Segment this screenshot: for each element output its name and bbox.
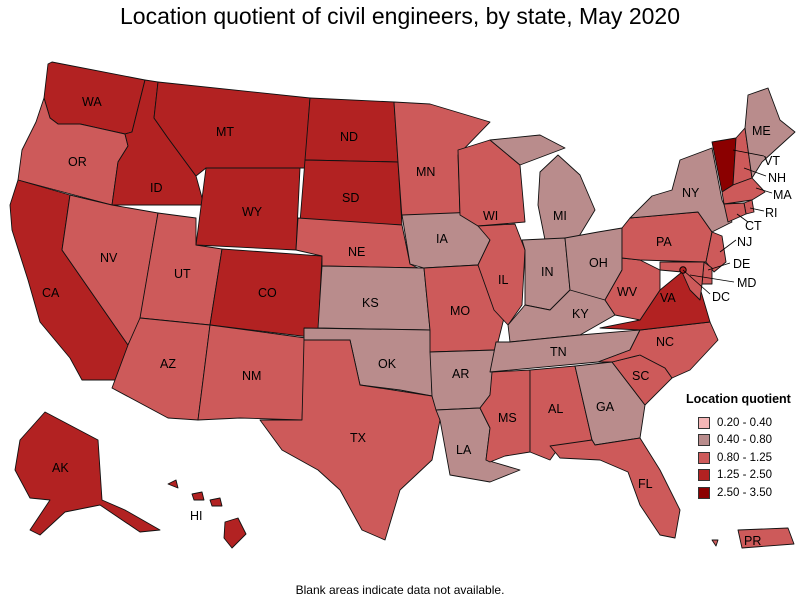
state-labels: WA OR CA ID NV UT AZ MT WY CO NM ND SD N… [42, 95, 792, 548]
legend-item: 2.50 - 3.50 [686, 484, 798, 502]
label-FL: FL [638, 477, 653, 491]
legend-swatch [698, 469, 710, 482]
state-CT[interactable] [723, 202, 747, 223]
label-MI: MI [553, 209, 567, 223]
legend-label: 0.80 - 1.25 [717, 451, 772, 464]
footnote: Blank areas indicate data not available. [295, 583, 505, 597]
label-MA: MA [773, 188, 792, 202]
label-OR: OR [68, 155, 87, 169]
label-UT: UT [174, 267, 191, 281]
label-WA: WA [82, 95, 102, 109]
legend-item: 0.20 - 0.40 [686, 414, 798, 432]
state-FL[interactable] [549, 437, 681, 539]
legend-label: 2.50 - 3.50 [717, 486, 772, 499]
label-MN: MN [416, 165, 435, 179]
state-AK[interactable] [14, 411, 161, 536]
label-AL: AL [548, 402, 563, 416]
label-IN: IN [541, 265, 554, 279]
label-GA: GA [596, 400, 615, 414]
state-HI[interactable] [167, 479, 247, 549]
legend-swatch [698, 434, 710, 447]
label-DE: DE [733, 257, 750, 271]
label-KS: KS [362, 296, 379, 310]
label-WY: WY [242, 205, 263, 219]
label-NC: NC [656, 335, 674, 349]
label-IL: IL [498, 273, 508, 287]
map-title: Location quotient of civil engineers, by… [119, 3, 680, 29]
label-DC: DC [712, 290, 730, 304]
label-CT: CT [745, 219, 762, 233]
label-HI: HI [190, 509, 203, 523]
label-TN: TN [550, 345, 567, 359]
label-CA: CA [42, 286, 60, 300]
label-OH: OH [589, 256, 608, 270]
state-MI[interactable] [489, 134, 596, 241]
legend-label: 0.20 - 0.40 [717, 416, 772, 429]
state-ME[interactable] [744, 87, 796, 179]
label-VT: VT [764, 154, 780, 168]
label-AZ: AZ [160, 357, 176, 371]
label-NY: NY [682, 186, 700, 200]
label-PR: PR [744, 534, 761, 548]
state-NC[interactable] [597, 321, 719, 379]
label-LA: LA [456, 443, 472, 457]
map-legend: Location quotient 0.20 - 0.40 0.40 - 0.8… [686, 392, 798, 502]
legend-item: 1.25 - 2.50 [686, 467, 798, 485]
label-ME: ME [752, 124, 771, 138]
label-IA: IA [436, 232, 448, 246]
label-WV: WV [617, 285, 638, 299]
label-SC: SC [632, 369, 649, 383]
label-NE: NE [348, 245, 365, 259]
state-MD[interactable] [659, 261, 705, 301]
label-WI: WI [483, 209, 498, 223]
label-AR: AR [452, 367, 469, 381]
legend-title: Location quotient [686, 392, 791, 406]
label-NV: NV [100, 251, 118, 265]
state-PR[interactable] [711, 527, 795, 549]
legend-swatch [698, 416, 710, 429]
label-PA: PA [656, 235, 672, 249]
label-AK: AK [52, 461, 69, 475]
legend-item: 0.80 - 1.25 [686, 449, 798, 467]
legend-swatch [698, 451, 710, 464]
label-TX: TX [350, 431, 367, 445]
state-NY[interactable] [629, 147, 733, 233]
label-VA: VA [660, 291, 676, 305]
legend-label: 1.25 - 2.50 [717, 469, 772, 482]
label-OK: OK [378, 357, 397, 371]
label-ND: ND [340, 130, 358, 144]
label-KY: KY [572, 307, 589, 321]
legend-label: 0.40 - 0.80 [717, 434, 772, 447]
label-NJ: NJ [737, 235, 752, 249]
label-leader-lines [682, 149, 773, 295]
label-MD: MD [737, 276, 756, 290]
label-MT: MT [216, 125, 234, 139]
label-ID: ID [150, 181, 163, 195]
state-TX[interactable] [259, 339, 441, 541]
label-RI: RI [765, 206, 778, 220]
label-NH: NH [768, 171, 786, 185]
label-MO: MO [450, 304, 470, 318]
label-CO: CO [258, 286, 277, 300]
legend-item: 0.40 - 0.80 [686, 432, 798, 450]
label-MS: MS [498, 411, 517, 425]
label-NM: NM [242, 369, 261, 383]
state-NM[interactable] [197, 324, 307, 421]
state-NJ[interactable] [705, 231, 727, 273]
label-SD: SD [342, 191, 359, 205]
legend-swatch [698, 486, 710, 499]
